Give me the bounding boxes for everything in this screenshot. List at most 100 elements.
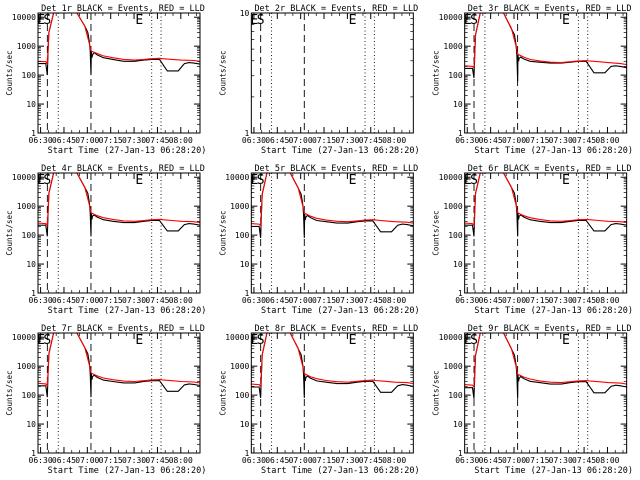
plot-frame bbox=[250, 332, 414, 454]
event-marker-label: S bbox=[257, 333, 265, 348]
y-tick-label: 1 bbox=[458, 129, 463, 138]
x-tick-label: 08:00 bbox=[595, 296, 619, 305]
x-tick-label: 06:30 bbox=[29, 456, 53, 465]
event-marker-label: S bbox=[470, 173, 478, 188]
x-tick-label: 08:00 bbox=[595, 456, 619, 465]
event-marker-label: S bbox=[43, 173, 51, 188]
y-axis-label: Counts/sec bbox=[5, 370, 14, 415]
event-marker-label: E bbox=[349, 13, 357, 28]
series-group bbox=[38, 173, 200, 237]
x-tick-label: 07:30 bbox=[549, 296, 573, 305]
event-marker-label: E bbox=[251, 173, 259, 188]
y-tick-label: 10 bbox=[453, 420, 463, 429]
y-tick-label: 1000 bbox=[443, 202, 462, 211]
y-tick-label: 10 bbox=[240, 420, 250, 429]
lld-series-line bbox=[251, 333, 414, 388]
x-tick-label: 07:00 bbox=[502, 456, 526, 465]
x-tick-label: 07:45 bbox=[572, 136, 596, 145]
plot-frame bbox=[464, 332, 628, 454]
x-tick-label: 06:30 bbox=[242, 456, 266, 465]
y-tick-label: 1000 bbox=[443, 42, 462, 51]
x-tick-label: 07:45 bbox=[359, 136, 383, 145]
plot-frame bbox=[250, 12, 414, 134]
panel-title: Det 5r BLACK = Events, RED = LLD bbox=[254, 164, 418, 174]
y-tick-label: 10 bbox=[240, 9, 250, 18]
y-axis-label: Counts/sec bbox=[5, 210, 14, 255]
x-tick-label: 08:00 bbox=[382, 296, 406, 305]
y-tick-label: 10 bbox=[26, 100, 36, 109]
y-tick-label: 100 bbox=[235, 391, 250, 400]
event-marker-label: E bbox=[349, 173, 357, 188]
event-marker-label: E bbox=[135, 13, 143, 28]
x-tick-label: 07:45 bbox=[572, 296, 596, 305]
panel-title: Det 3r BLACK = Events, RED = LLD bbox=[468, 4, 632, 14]
x-tick-label: 07:15 bbox=[312, 456, 336, 465]
y-tick-label: 10000 bbox=[439, 333, 463, 342]
y-tick-label: 10000 bbox=[439, 173, 463, 182]
event-marker-label: E bbox=[562, 333, 570, 348]
event-marker-label: E bbox=[562, 13, 570, 28]
plot-frame bbox=[37, 172, 201, 294]
y-tick-label: 10 bbox=[453, 260, 463, 269]
plot-frame bbox=[37, 332, 201, 454]
x-tick-label: 06:45 bbox=[265, 296, 289, 305]
event-marker-label: S bbox=[470, 333, 478, 348]
x-tick-label: 07:15 bbox=[99, 296, 123, 305]
panel-title: Det 4r BLACK = Events, RED = LLD bbox=[41, 164, 205, 174]
x-tick-label: 06:45 bbox=[479, 456, 503, 465]
x-axis-label: Start Time (27-Jan-13 06:28:20) bbox=[474, 466, 633, 476]
x-tick-label: 07:00 bbox=[289, 296, 313, 305]
x-tick-label: 07:15 bbox=[525, 296, 549, 305]
y-axis-label: Counts/sec bbox=[432, 370, 441, 415]
x-tick-label: 08:00 bbox=[169, 456, 193, 465]
x-tick-label: 06:45 bbox=[52, 456, 76, 465]
panel-title: Det 9r BLACK = Events, RED = LLD bbox=[468, 324, 632, 334]
x-tick-label: 07:15 bbox=[312, 296, 336, 305]
y-tick-label: 10000 bbox=[225, 333, 249, 342]
x-tick-label: 07:15 bbox=[525, 136, 549, 145]
x-axis-label: Start Time (27-Jan-13 06:28:20) bbox=[261, 146, 420, 156]
y-axis-label: Counts/sec bbox=[432, 50, 441, 95]
y-tick-label: 1000 bbox=[230, 202, 249, 211]
y-tick-label: 100 bbox=[22, 231, 37, 240]
y-tick-label: 1 bbox=[458, 289, 463, 298]
y-tick-label: 10000 bbox=[12, 333, 36, 342]
x-tick-label: 07:15 bbox=[525, 456, 549, 465]
y-tick-label: 100 bbox=[448, 231, 463, 240]
event-marker-label: S bbox=[470, 13, 478, 28]
x-tick-label: 07:00 bbox=[75, 136, 99, 145]
series-group bbox=[464, 173, 627, 237]
x-tick-label: 08:00 bbox=[595, 136, 619, 145]
series-group bbox=[464, 333, 627, 399]
y-tick-label: 1 bbox=[31, 129, 36, 138]
event-marker-label: E bbox=[251, 333, 259, 348]
event-marker-label: E bbox=[135, 173, 143, 188]
y-axis-label: Counts/sec bbox=[218, 370, 227, 415]
plot-frame bbox=[464, 12, 628, 134]
x-tick-label: 07:30 bbox=[335, 456, 359, 465]
x-axis-label: Start Time (27-Jan-13 06:28:20) bbox=[48, 466, 207, 476]
y-axis-label: Counts/sec bbox=[218, 50, 227, 95]
event-marker-label: E bbox=[37, 173, 45, 188]
x-tick-label: 07:30 bbox=[122, 456, 146, 465]
x-tick-label: 06:30 bbox=[455, 136, 479, 145]
series-group bbox=[251, 173, 414, 238]
panel-title: Det 8r BLACK = Events, RED = LLD bbox=[254, 324, 418, 334]
y-tick-label: 100 bbox=[448, 391, 463, 400]
x-tick-label: 07:30 bbox=[549, 136, 573, 145]
y-tick-label: 10000 bbox=[12, 13, 36, 22]
y-tick-label: 100 bbox=[448, 71, 463, 80]
x-tick-label: 08:00 bbox=[169, 296, 193, 305]
y-tick-label: 10 bbox=[240, 260, 250, 269]
x-tick-label: 07:00 bbox=[502, 296, 526, 305]
y-tick-label: 1 bbox=[31, 449, 36, 458]
x-tick-label: 06:30 bbox=[455, 296, 479, 305]
x-tick-label: 07:45 bbox=[359, 296, 383, 305]
plot-frame bbox=[250, 172, 414, 294]
y-tick-label: 1000 bbox=[17, 42, 36, 51]
event-marker-label: S bbox=[257, 13, 265, 28]
